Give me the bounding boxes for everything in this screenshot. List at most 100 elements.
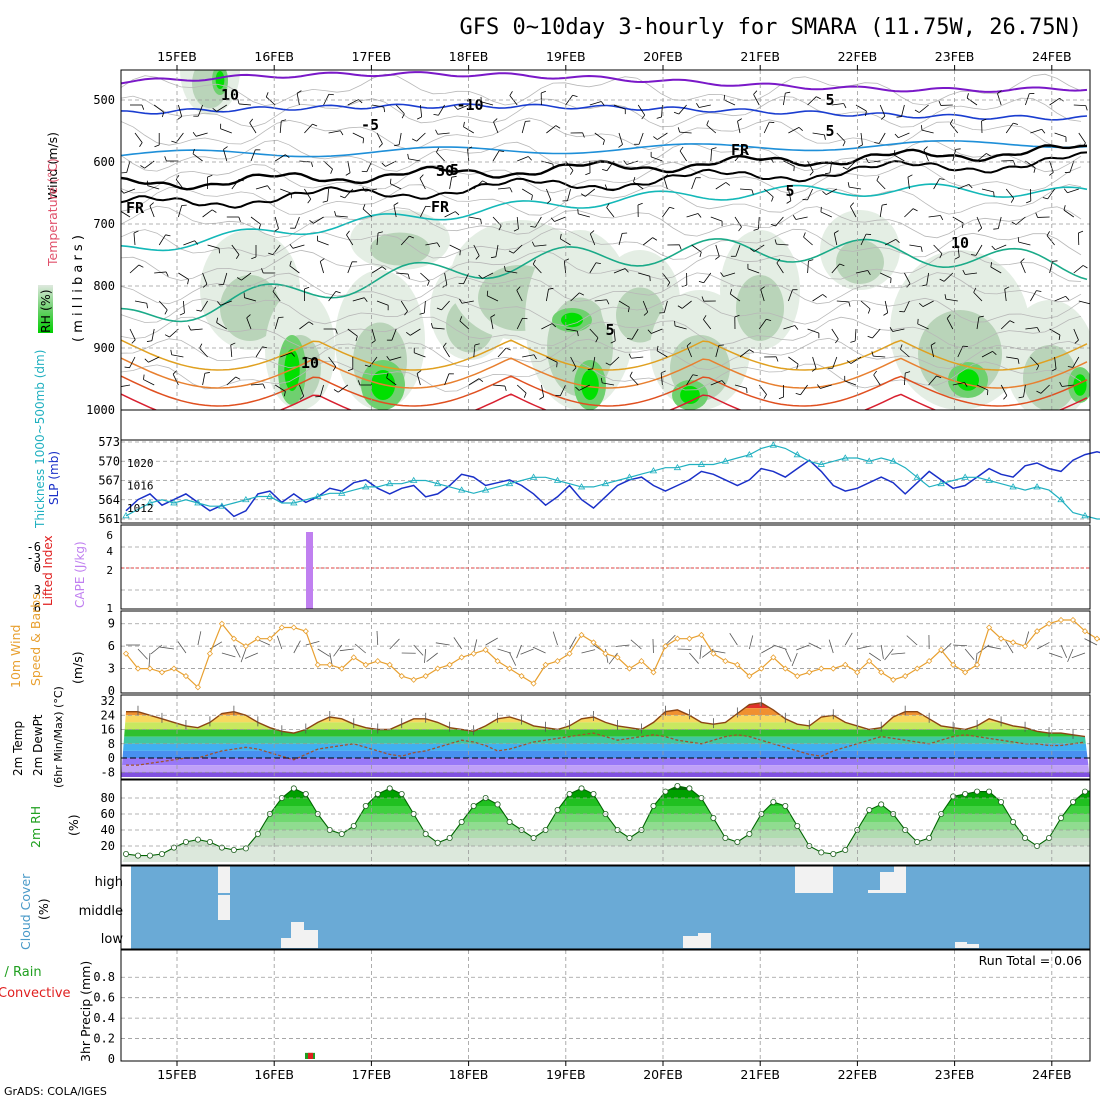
wind-barb [570, 356, 577, 372]
wind-barb [753, 216, 760, 231]
wind-barb [436, 300, 450, 311]
wind-barb [265, 92, 276, 106]
rh-point [254, 831, 261, 838]
wind-barb-10m [987, 645, 1002, 650]
wind-barb [662, 206, 675, 218]
rh-point [1058, 815, 1065, 822]
wind-barb [1049, 260, 1058, 274]
bottom-date-axis: 15FEB 16FEB 17FEB 18FEB 19FEB 20FEB 21FEB 22FEB… [157, 1061, 1072, 1082]
wind-barb [783, 325, 799, 330]
wind-barb [250, 216, 261, 230]
thickness-point [338, 489, 346, 496]
wind-barb-10m [137, 648, 148, 660]
rh-point [1094, 787, 1099, 792]
wind-speed-point [986, 624, 993, 631]
date-tick-bottom-23feb: 23FEB [935, 1067, 975, 1082]
wind-barb [613, 268, 629, 274]
rh-contour-11 [121, 315, 1082, 349]
cloud-block-11 [955, 942, 967, 948]
wind-barb [1059, 381, 1074, 387]
ylabel-total-rain: Total / Rain [0, 965, 42, 980]
wind-barb [473, 244, 480, 260]
wind-barb [328, 130, 344, 136]
pressure-tick-600: 600 [93, 155, 115, 169]
wind-barb-10m [520, 648, 534, 655]
wind-barb [896, 104, 905, 118]
rh-point [710, 815, 717, 822]
contour-label: 30 [436, 162, 454, 180]
wind-barb [357, 380, 372, 386]
wind-barb [339, 188, 354, 199]
wind-barb [153, 104, 165, 118]
wind-barb [577, 208, 590, 218]
wind-barb [807, 328, 820, 339]
wind-barb [873, 370, 881, 386]
rh-point [878, 801, 885, 808]
ylabel-10m-wind: 10m Wind [8, 625, 23, 688]
wind-barb [606, 203, 615, 218]
cloud-level-middle: middle [79, 904, 123, 919]
wind-barb [833, 230, 839, 246]
wind-barb-10m [509, 652, 517, 666]
wind-barb [146, 180, 160, 190]
wind-barb [550, 216, 566, 222]
wind-barb [539, 384, 545, 400]
wind-speed-point [398, 672, 405, 680]
contour-label: 10 [301, 354, 319, 372]
wind-barb [322, 188, 329, 203]
wind-barb [706, 120, 717, 134]
wind-barb [642, 237, 658, 246]
wind-barb [121, 384, 131, 387]
wind-barb-10m [413, 644, 424, 656]
cloud-block-5 [683, 936, 698, 948]
wind-barb-10m [552, 631, 558, 646]
date-tick-bottom-18feb: 18FEB [449, 1067, 489, 1082]
wind-barb [1073, 328, 1079, 344]
wind-barb [220, 123, 232, 134]
wind-barb [1000, 320, 1015, 330]
rh-point [746, 831, 753, 838]
wind-speed-point [182, 672, 190, 680]
wind-barb [304, 123, 318, 134]
wind-barb [304, 356, 317, 366]
wind-barb [938, 100, 953, 106]
rh-point [530, 835, 537, 842]
ylabel-temperature: Temperature (°C) [45, 158, 60, 267]
wind-barb [347, 328, 358, 342]
wind-barb [976, 216, 983, 232]
wind-barb [589, 328, 599, 343]
isotherm-pos10 [121, 238, 1088, 323]
date-tick-top-16feb: 16FEB [254, 49, 294, 64]
wind-barb [594, 132, 605, 145]
wind-barb [589, 101, 605, 106]
wind-barb [490, 244, 499, 259]
wind-speed-point [326, 661, 333, 668]
wind-barb [637, 104, 646, 120]
wind-speed-point [302, 628, 309, 635]
wind-barb [939, 272, 954, 282]
wind-barb-10m [689, 652, 699, 664]
precip-panel: 0.8 0.6 0.4 0.2 0 [93, 949, 1091, 1066]
rh-point [794, 823, 801, 830]
rh-point [662, 788, 669, 795]
wind-barb [517, 156, 532, 162]
wind-barb [490, 314, 496, 330]
wind-barb [763, 121, 775, 134]
wind-barb-10m [1071, 652, 1086, 659]
rh-point [590, 791, 597, 798]
wind-barb-10m [953, 644, 968, 647]
rh-contour-9 [121, 272, 1082, 305]
wind-barb [473, 343, 480, 358]
wind-barb [667, 244, 682, 250]
thickness-point [625, 473, 634, 480]
date-tick-bottom-15feb: 15FEB [157, 1067, 197, 1082]
slp-tick-1016: 1016 [127, 480, 154, 493]
wind-barb [673, 104, 687, 115]
wind-barb [304, 188, 312, 204]
wind-barb [1054, 132, 1067, 142]
pressure-tick-900: 900 [93, 341, 115, 355]
wind-barb [249, 118, 257, 134]
wind-barb [802, 188, 813, 201]
wind-barb [328, 356, 337, 371]
wind-speed-point [542, 661, 549, 668]
